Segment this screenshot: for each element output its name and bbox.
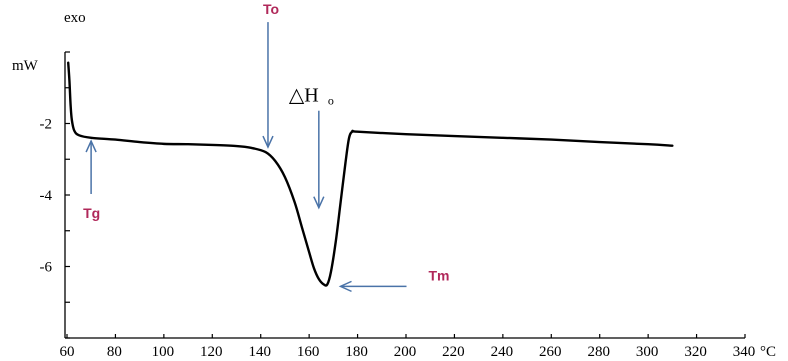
y-tick-label: -6 bbox=[40, 260, 53, 276]
delta-h-label: △H bbox=[289, 85, 319, 107]
x-tick-label: 120 bbox=[200, 344, 223, 360]
x-tick-label: 340 bbox=[733, 344, 756, 360]
x-tick-label: 240 bbox=[491, 344, 514, 360]
annotations: Tg To △H o Tm bbox=[83, 1, 450, 293]
to-label: To bbox=[263, 1, 279, 17]
x-tick-label: 280 bbox=[587, 344, 610, 360]
x-axis-label: °C bbox=[760, 344, 776, 360]
x-ticks: 60 80 100 120 140 160 180 200 220 240 260 280 300 320… bbox=[60, 334, 756, 360]
tm-arrow bbox=[338, 280, 407, 293]
to-arrow bbox=[262, 22, 274, 149]
tm-label: Tm bbox=[429, 267, 450, 283]
exo-label: exo bbox=[64, 10, 86, 26]
x-tick-label: 80 bbox=[107, 344, 122, 360]
x-tick-label: 60 bbox=[60, 344, 75, 360]
x-tick-label: 100 bbox=[152, 344, 175, 360]
y-ticks: -2 -4 -6 bbox=[40, 51, 70, 339]
x-tick-label: 200 bbox=[394, 344, 417, 360]
x-tick-label: 260 bbox=[539, 344, 562, 360]
tg-arrow bbox=[85, 139, 97, 195]
dsc-curve bbox=[67, 61, 674, 287]
y-tick-label: -4 bbox=[40, 188, 53, 204]
x-tick-label: 140 bbox=[248, 344, 271, 360]
dh-arrow bbox=[313, 110, 325, 210]
delta-h-subscript: o bbox=[328, 94, 334, 108]
tg-label: Tg bbox=[83, 205, 100, 221]
x-tick-label: 320 bbox=[684, 344, 707, 360]
x-tick-label: 220 bbox=[442, 344, 465, 360]
y-tick-label: -2 bbox=[40, 117, 53, 133]
x-tick-label: 300 bbox=[636, 344, 659, 360]
x-tick-label: 160 bbox=[297, 344, 320, 360]
x-tick-label: 180 bbox=[345, 344, 368, 360]
y-axis-label: mW bbox=[12, 58, 39, 74]
